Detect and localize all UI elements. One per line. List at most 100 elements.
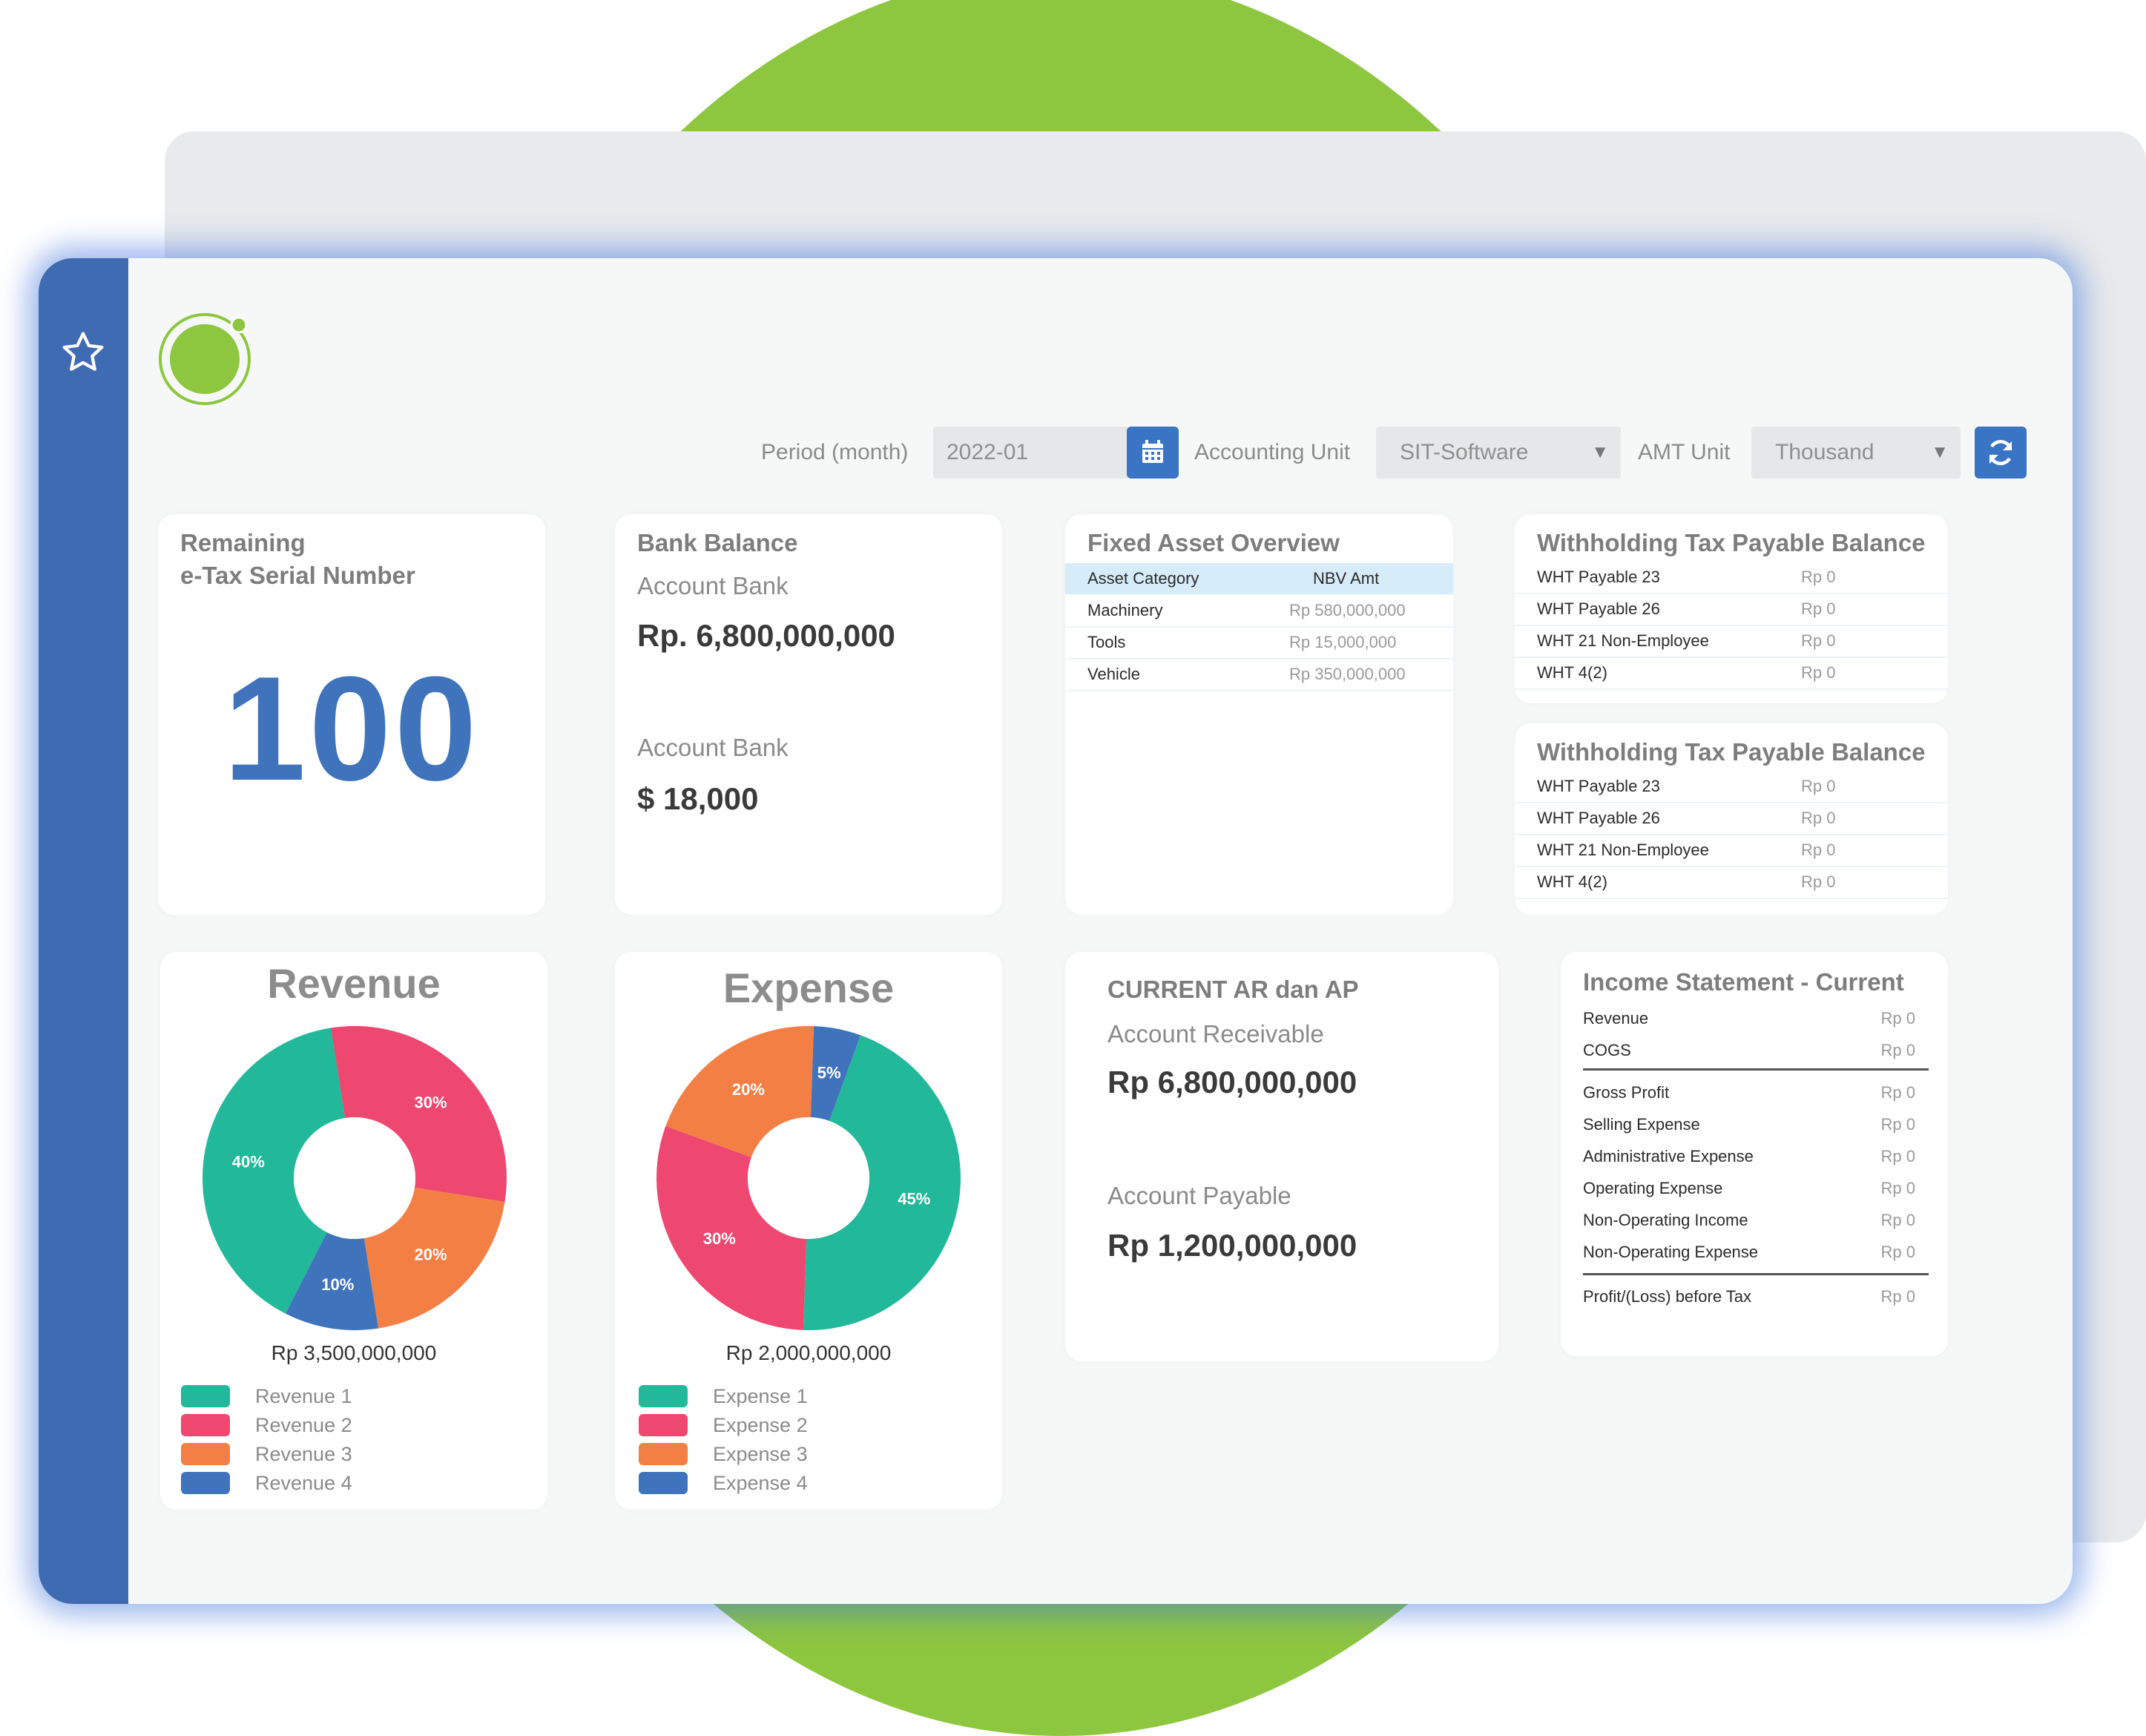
revenue-donut-chart: 40% 30% 20% 10% [203,1026,507,1330]
asset-category: Tools [1087,633,1126,651]
revenue-total: Rp 3,500,000,000 [271,1341,437,1364]
legend-swatch [639,1385,688,1407]
expense-title: Expense [723,964,895,1011]
income-row: COGS Rp 0 [1583,1036,1915,1065]
income-line-value: Rp 0 [1880,1041,1915,1059]
slice-percent-label: 40% [232,1152,265,1171]
period-input[interactable]: 2022-01 [933,427,1130,479]
wht-name: WHT 21 Non-Employee [1537,631,1709,650]
ar-ap-title: CURRENT AR dan AP [1107,976,1359,1003]
wht-amount: Rp 0 [1801,809,1836,827]
donut-hole [294,1117,415,1239]
revenue-card: Revenue 40% 30% 20% 10% Rp 3,500,000,000 Re… [160,952,547,1510]
income-row: Selling Expense Rp 0 [1583,1110,1915,1140]
etax-title-line1: Remaining [180,529,306,556]
slice-percent-label: 30% [703,1229,736,1248]
wht-name: WHT 21 Non-Employee [1537,841,1709,859]
income-line-value: Rp 0 [1880,1243,1915,1261]
asset-category: Machinery [1087,601,1163,619]
column-header: NBV Amt [1313,569,1380,588]
asset-category: Vehicle [1087,665,1140,683]
etax-card: Remaining e-Tax Serial Number 100 [158,514,545,915]
wht-name: WHT 4(2) [1537,663,1607,682]
sidebar [39,258,128,1604]
wht-balance-card: Withholding Tax Payable Balance WHT Paya… [1515,514,1948,703]
etax-remaining-value: 100 [223,646,480,812]
income-line-label: Selling Expense [1583,1115,1700,1134]
filter-bar: Period (month) 2022-01 Accounting Unit S… [39,427,2073,479]
account-bank-amount: Rp. 6,800,000,000 [637,618,895,653]
wht-amount: Rp 0 [1801,872,1836,891]
income-line-label: Operating Expense [1583,1179,1723,1197]
star-icon[interactable] [59,329,107,376]
income-line-label: Non-Operating Expense [1583,1243,1759,1261]
accounting-unit-value: SIT-Software [1400,440,1529,464]
table-row: WHT Payable 23 Rp 0 [1515,562,1948,594]
expense-donut-chart: 45% 30% 20% 5% [656,1026,961,1330]
refresh-button[interactable] [1975,427,2027,479]
account-bank-amount: $ 18,000 [637,781,759,816]
income-row: Revenue Rp 0 [1583,1004,1915,1033]
account-payable-label: Account Payable [1107,1182,1291,1209]
income-statement-card: Income Statement - Current Revenue Rp 0 C… [1561,952,1948,1356]
income-line-value: Rp 0 [1880,1287,1915,1306]
period-label: Period (month) [761,440,909,464]
income-row: Non-Operating Income Rp 0 [1583,1206,1915,1235]
table-row: WHT Payable 26 Rp 0 [1515,803,1948,835]
wht-amount: Rp 0 [1801,663,1836,682]
donut-slice [810,1026,861,1121]
wht-name: WHT Payable 26 [1537,809,1660,827]
legend-label: Revenue 1 [255,1385,352,1407]
legend-swatch [639,1414,688,1436]
income-row: Gross Profit Rp 0 [1583,1078,1915,1108]
legend-label: Revenue 4 [255,1472,352,1494]
calendar-button[interactable] [1127,427,1179,479]
wht-amount: Rp 0 [1801,777,1836,795]
table-row: WHT Payable 23 Rp 0 [1515,771,1948,803]
income-line-value: Rp 0 [1880,1211,1915,1229]
slice-percent-label: 20% [732,1080,765,1099]
legend-swatch [181,1385,230,1407]
amt-unit-value: Thousand [1775,440,1875,464]
table-row: Machinery Rp 580,000,000 [1065,595,1453,628]
accounting-unit-label: Accounting Unit [1194,440,1351,464]
income-line-label: Gross Profit [1583,1083,1670,1102]
expense-total: Rp 2,000,000,000 [725,1341,892,1364]
account-bank-label: Account Bank [637,734,789,761]
income-line-value: Rp 0 [1880,1179,1915,1197]
wht-balance-card: Withholding Tax Payable Balance WHT Paya… [1515,723,1948,915]
donut-slice [285,1232,379,1330]
legend-label: Revenue 3 [255,1443,352,1465]
amt-unit-select[interactable]: Thousand ▼ [1751,427,1961,479]
revenue-title: Revenue [267,960,441,1007]
donut-slice [203,1028,346,1314]
nbv-amount: Rp 15,000,000 [1289,633,1397,651]
table-header: Asset Category NBV Amt [1065,563,1453,594]
income-line-label: Revenue [1583,1009,1649,1028]
ar-ap-card: CURRENT AR dan AP Account Receivable Rp … [1065,952,1498,1361]
income-row: Operating Expense Rp 0 [1583,1174,1915,1203]
wht-amount: Rp 0 [1801,568,1836,586]
wht-name: WHT Payable 26 [1537,599,1660,618]
account-bank-label: Account Bank [637,572,789,599]
legend-swatch [181,1472,230,1494]
bank-balance-card: Bank Balance Account Bank Rp. 6,800,000,… [615,514,1002,915]
income-statement-title: Income Statement - Current [1583,968,1904,996]
slice-percent-label: 10% [321,1275,354,1294]
table-row: Tools Rp 15,000,000 [1065,627,1453,660]
legend-swatch [181,1443,230,1465]
income-row: Non-Operating Expense Rp 0 [1583,1237,1915,1267]
donut-slice [363,1187,505,1329]
legend-label: Expense 3 [713,1443,808,1465]
donut-slice [330,1026,507,1203]
wht-amount: Rp 0 [1801,599,1836,618]
income-row: Profit/(Loss) before Tax Rp 0 [1583,1282,1915,1312]
wht-amount: Rp 0 [1801,841,1836,859]
wht-name: WHT 4(2) [1537,872,1607,891]
income-line-label: Non-Operating Income [1583,1211,1748,1229]
accounting-unit-select[interactable]: SIT-Software ▼ [1376,427,1621,479]
legend-label: Expense 4 [713,1472,808,1494]
income-row: Administrative Expense Rp 0 [1583,1142,1915,1171]
donut-slice [665,1026,814,1157]
donut-hole [748,1117,869,1239]
